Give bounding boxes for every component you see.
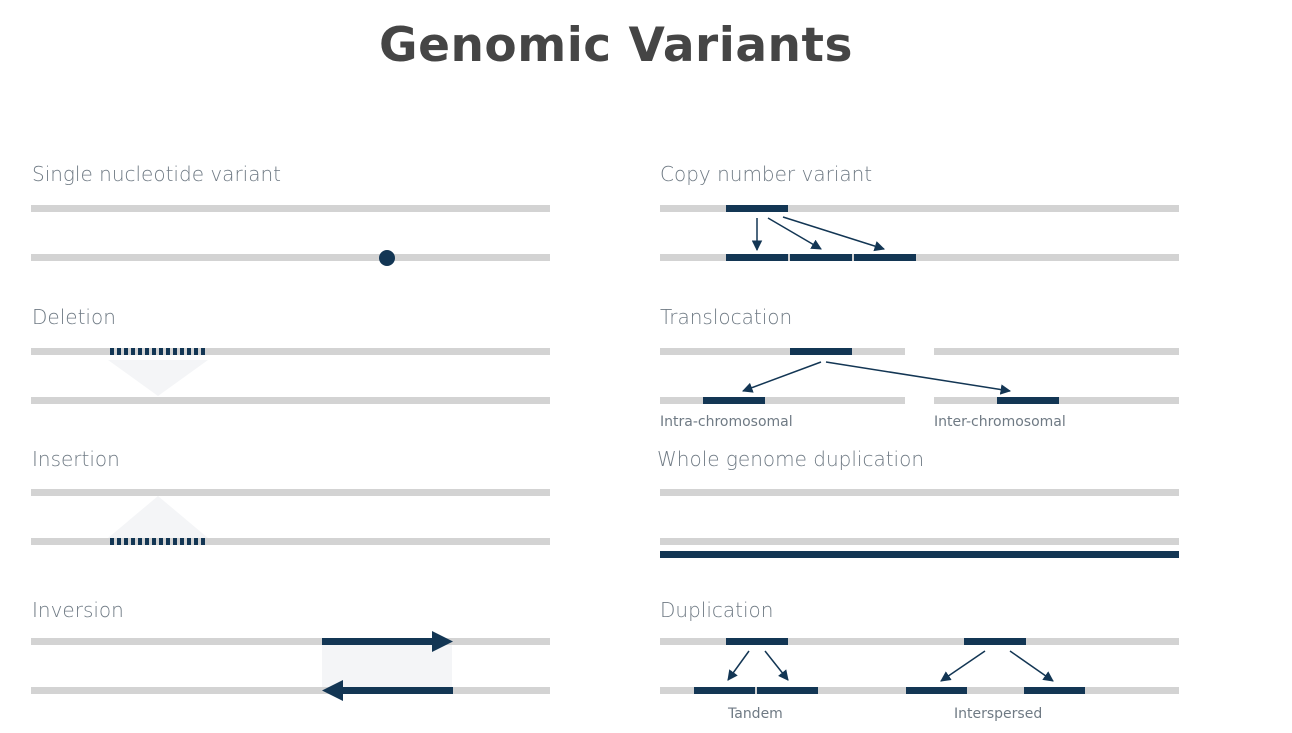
cnv-arrow-2: [767, 217, 822, 250]
inter-chromosomal-label: Inter-chromosomal: [934, 414, 1066, 430]
cnv-diagram: [660, 205, 1179, 261]
insertion-variant-strand: [31, 538, 550, 545]
intra-chromosomal-label: Intra-chromosomal: [660, 414, 793, 430]
duplication-interspersed-copy-1: [906, 687, 967, 694]
duplication-tandem-arrow-2: [764, 650, 789, 681]
duplication-interspersed-arrow-1: [940, 650, 986, 682]
duplication-tandem-source: [726, 638, 788, 645]
cnv-source-segment: [726, 205, 788, 212]
snv-variant-strand: [31, 254, 550, 261]
inversion-reference-strand: [31, 638, 550, 645]
deletion-label: Deletion: [32, 305, 116, 329]
translocation-diagram: [660, 348, 1179, 404]
translocation-intra-arrow: [742, 361, 822, 393]
deletion-diagram: [31, 348, 550, 404]
duplication-tandem-copy-1: [694, 687, 755, 694]
wgd-label: Whole genome duplication: [657, 447, 925, 471]
duplication-diagram: [660, 638, 1179, 694]
snv-label: Single nucleotide variant: [32, 162, 281, 186]
tandem-label: Tandem: [728, 706, 783, 722]
deletion-variant-strand: [31, 397, 550, 404]
duplication-interspersed-arrow-2: [1009, 650, 1054, 682]
duplication-label: Duplication: [660, 598, 774, 622]
translocation-inter-arrow: [825, 361, 1012, 395]
insertion-diagram: [31, 489, 550, 545]
cnv-reference-strand: [660, 205, 1179, 212]
inversion-diagram: [31, 631, 550, 701]
wgd-duplicate-strand: [660, 551, 1179, 558]
duplication-tandem-arrow-1: [727, 650, 750, 681]
duplication-interspersed-source: [964, 638, 1026, 645]
translocation-chromosome-a: [660, 348, 905, 355]
interspersed-label: Interspersed: [954, 706, 1043, 722]
snv-marker: [379, 250, 395, 266]
cnv-copy-2: [790, 254, 852, 261]
snv-reference-strand: [31, 205, 550, 212]
translocation-label: Translocation: [660, 305, 793, 329]
snv-diagram: [31, 205, 550, 266]
cnv-label: Copy number variant: [660, 162, 873, 186]
cnv-variant-strand: [660, 254, 1179, 261]
inversion-forward-shaft: [322, 638, 434, 645]
page-title: Genomic Variants: [379, 18, 853, 73]
inversion-ghost: [322, 642, 452, 690]
translocation-chromosome-b: [934, 348, 1179, 355]
cnv-arrow-3: [782, 216, 886, 252]
wgd-variant-strand: [660, 538, 1179, 545]
inversion-reverse-shaft: [341, 687, 453, 694]
cnv-copy-1: [726, 254, 788, 261]
duplication-tandem-copy-2: [757, 687, 818, 694]
inversion-forward-arrowhead: [432, 631, 453, 652]
inversion-reverse-arrowhead: [322, 680, 343, 701]
wgd-diagram: [660, 489, 1179, 558]
translocation-intra-segment: [703, 397, 765, 404]
duplication-interspersed-copy-2: [1024, 687, 1085, 694]
insertion-label: Insertion: [32, 447, 120, 471]
inversion-variant-strand: [31, 687, 550, 694]
duplication-reference-strand: [660, 638, 1179, 645]
deletion-ghost: [108, 360, 208, 396]
cnv-copy-3: [854, 254, 916, 261]
wgd-reference-strand: [660, 489, 1179, 496]
deletion-reference-strand: [31, 348, 550, 355]
translocation-intra-strand: [660, 397, 905, 404]
insertion-ghost: [108, 496, 208, 538]
inversion-label: Inversion: [32, 598, 124, 622]
insertion-reference-strand: [31, 489, 550, 496]
translocation-source-segment: [790, 348, 852, 355]
translocation-inter-segment: [997, 397, 1059, 404]
